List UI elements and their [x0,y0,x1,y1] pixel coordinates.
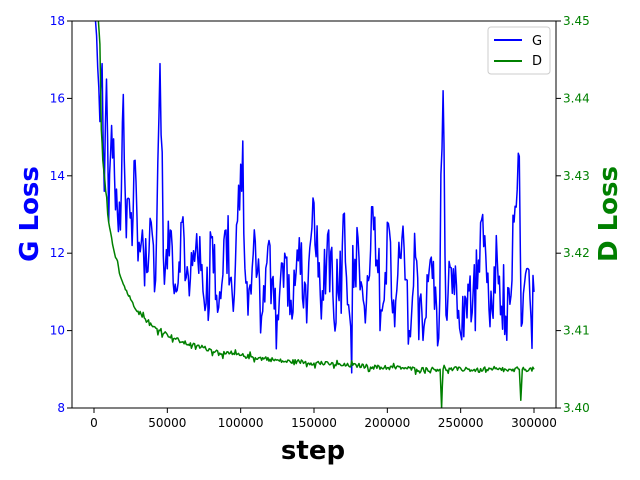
y-axis-right: 3.40 3.41 3.42 3.43 3.44 3.45 [556,14,590,415]
y-axis-right-title: D Loss [594,166,624,262]
legend-label-g: G [532,34,542,49]
x-tick-label: 250000 [438,416,484,430]
y-right-tick-label: 3.45 [563,14,590,28]
x-tick-label: 50000 [148,416,186,430]
y-axis-left-title: G Loss [15,166,45,262]
x-tick-label: 0 [90,416,98,430]
y-left-tick-label: 16 [50,91,65,105]
y-left-tick-label: 14 [50,169,65,183]
y-left-tick-label: 8 [57,401,65,415]
legend-box [487,26,551,75]
y-left-tick-label: 18 [50,14,65,28]
x-axis-title: step [281,436,345,466]
x-tick-label: 300000 [511,416,557,430]
x-tick-label: 100000 [218,416,264,430]
y-right-tick-label: 3.40 [563,401,590,415]
plot-border [71,20,557,409]
y-right-tick-label: 3.44 [563,91,590,105]
x-tick-label: 150000 [291,416,337,430]
legend-label-d: D [532,54,542,69]
y-axis-left: 8 10 12 14 16 18 [50,14,72,415]
y-left-tick-label: 10 [50,324,65,338]
series-layer [94,21,535,408]
series-line-d [97,21,535,408]
y-right-tick-label: 3.42 [563,246,590,260]
x-axis: 0 50000 100000 150000 200000 250000 300000 [90,408,557,430]
y-right-tick-label: 3.43 [563,169,590,183]
y-left-tick-label: 12 [50,246,65,260]
x-tick-label: 200000 [364,416,410,430]
series-line-g [94,21,535,374]
y-right-tick-label: 3.41 [563,324,590,338]
legend: G D [487,26,551,75]
